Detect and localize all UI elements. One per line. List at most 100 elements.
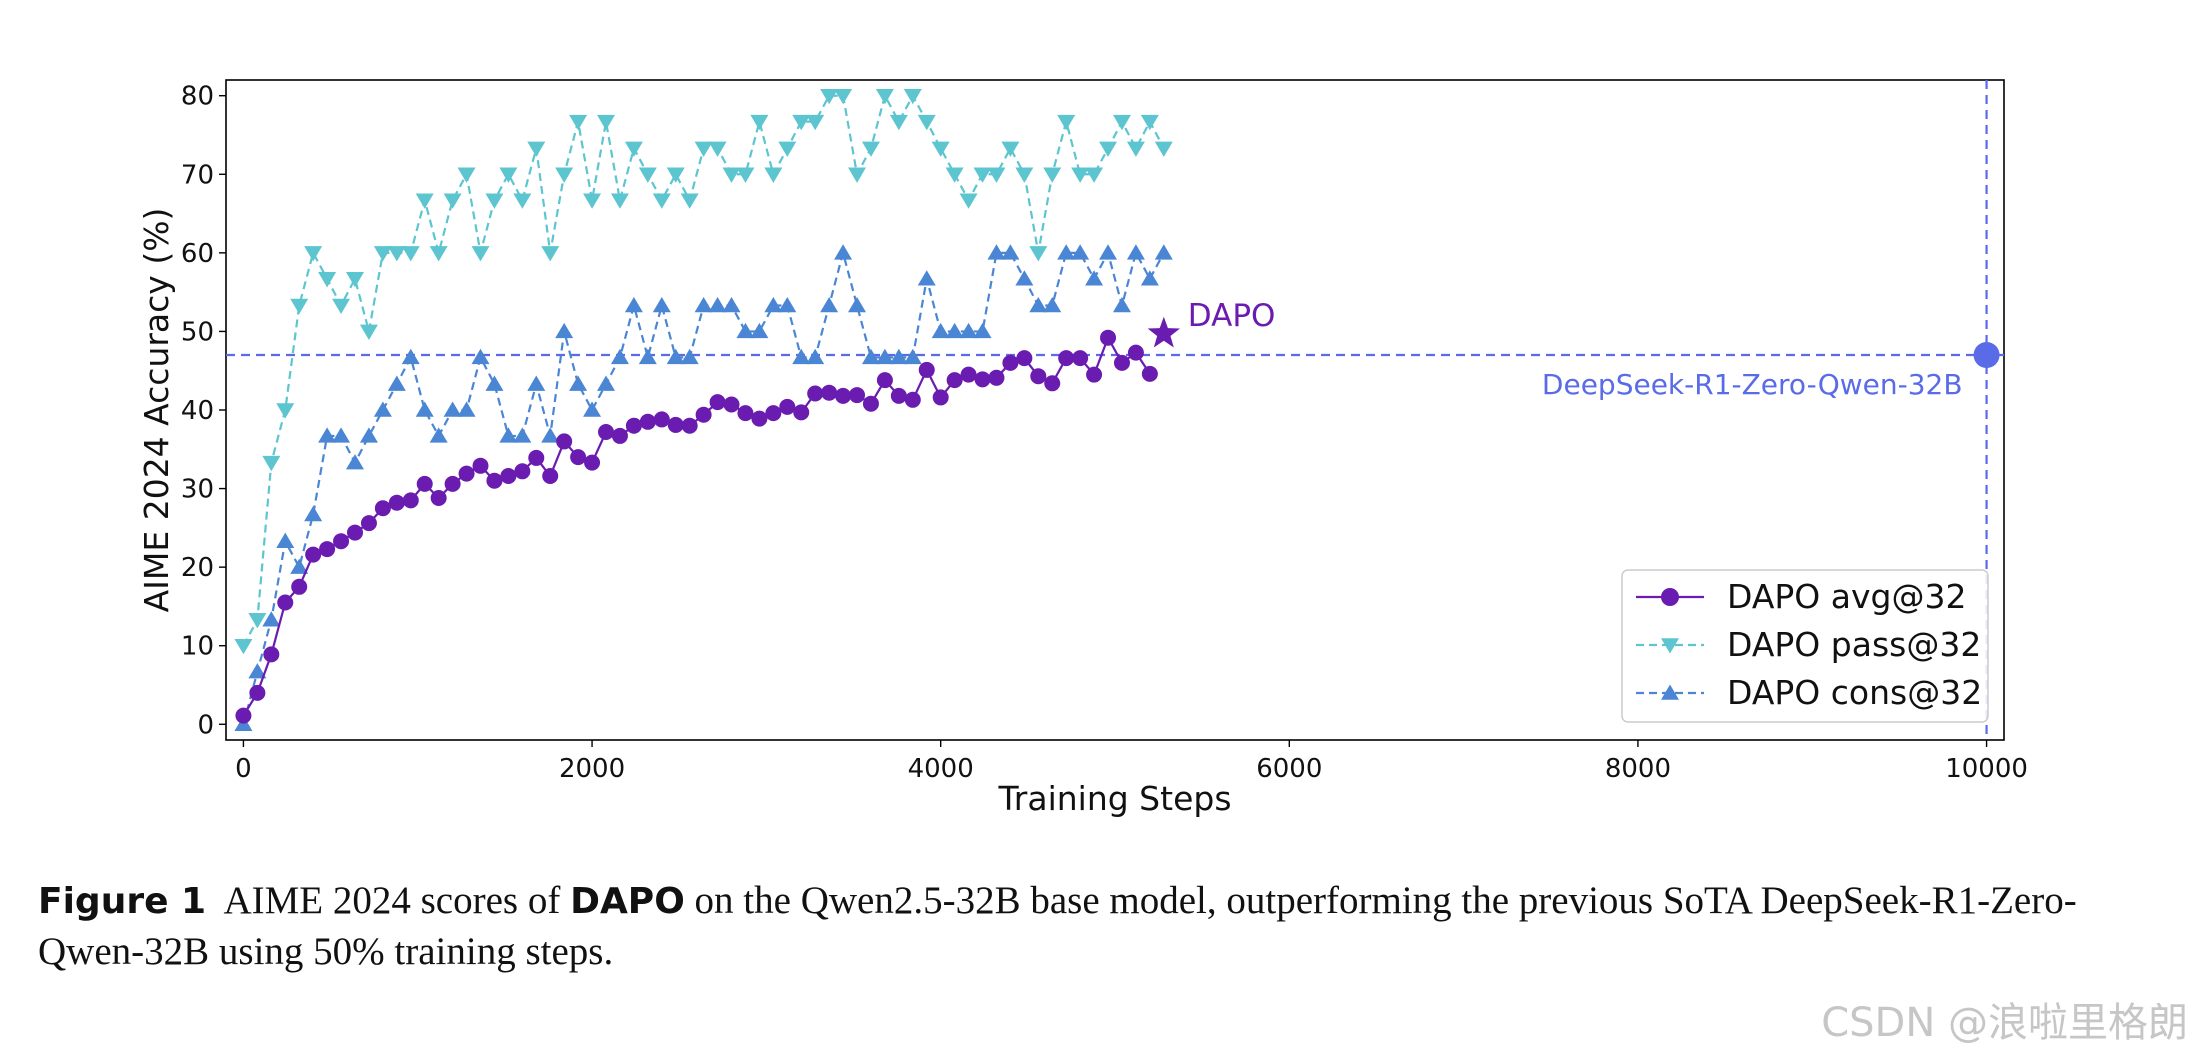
data-point xyxy=(848,167,867,183)
data-point xyxy=(262,455,281,472)
data-point xyxy=(807,385,824,402)
data-point xyxy=(458,465,475,482)
data-point xyxy=(388,494,405,511)
data-point xyxy=(1001,141,1020,157)
data-point xyxy=(1071,167,1090,183)
data-point xyxy=(1085,167,1104,183)
data-point xyxy=(471,348,490,365)
data-point xyxy=(485,375,504,391)
data-point xyxy=(652,193,671,209)
data-point xyxy=(444,475,461,492)
data-point xyxy=(1100,329,1117,346)
caption-text-after: on the Qwen2.5-32B base model, outperfor… xyxy=(38,879,2077,973)
data-point xyxy=(722,167,741,183)
data-point xyxy=(263,646,280,663)
y-tick-label: 50 xyxy=(181,317,214,347)
data-point xyxy=(889,348,908,365)
data-point xyxy=(499,427,518,443)
x-tick-label: 2000 xyxy=(559,754,625,784)
data-point xyxy=(556,433,573,450)
data-point xyxy=(849,387,866,404)
legend-entry: DAPO pass@32 xyxy=(1636,625,1981,664)
data-point xyxy=(778,141,797,157)
data-point xyxy=(779,398,796,415)
data-point xyxy=(1029,246,1048,262)
data-point xyxy=(694,296,713,313)
data-point xyxy=(610,193,629,209)
x-axis-title: Training Steps xyxy=(997,779,1231,818)
data-point xyxy=(570,449,587,466)
data-point xyxy=(750,114,769,131)
y-tick-label: 0 xyxy=(197,710,214,740)
figure-caption: Figure 1 AIME 2024 scores of DAPO on the… xyxy=(38,876,2168,977)
data-point xyxy=(890,387,907,404)
data-point xyxy=(765,405,782,422)
data-point xyxy=(513,193,532,209)
data-point xyxy=(876,372,893,389)
data-point xyxy=(1001,244,1020,260)
data-point xyxy=(1058,350,1075,367)
data-point xyxy=(931,322,950,339)
data-point xyxy=(987,167,1006,183)
data-point xyxy=(1140,270,1159,286)
data-point xyxy=(569,375,588,391)
data-point xyxy=(946,372,963,389)
data-point xyxy=(638,348,657,365)
data-point xyxy=(485,193,504,209)
data-point xyxy=(415,193,434,209)
data-point xyxy=(861,348,880,365)
data-point xyxy=(793,404,810,421)
figure-label: Figure 1 xyxy=(38,881,207,922)
highlight-star xyxy=(1147,316,1180,348)
data-point xyxy=(457,401,476,417)
data-point xyxy=(234,638,253,655)
data-point xyxy=(764,296,783,313)
data-point xyxy=(653,411,670,428)
data-point xyxy=(932,389,949,406)
data-point xyxy=(792,348,811,365)
data-point xyxy=(402,492,419,509)
data-point xyxy=(542,468,559,484)
data-point xyxy=(820,296,839,313)
data-point xyxy=(751,410,768,427)
data-point xyxy=(541,246,560,262)
data-point xyxy=(262,611,281,627)
data-point xyxy=(1044,375,1061,392)
data-point xyxy=(471,246,490,262)
data-point xyxy=(917,270,936,286)
data-point xyxy=(666,167,685,183)
series-dapo-avg-32 xyxy=(235,329,1158,724)
data-point xyxy=(304,505,323,522)
data-point xyxy=(988,369,1005,386)
data-point xyxy=(987,244,1006,260)
data-point xyxy=(973,167,992,183)
data-point xyxy=(443,193,462,209)
data-point xyxy=(666,348,685,365)
data-point xyxy=(694,141,713,157)
data-point xyxy=(443,401,462,417)
data-point xyxy=(918,361,935,378)
data-point xyxy=(486,472,503,489)
data-point xyxy=(945,322,964,339)
data-point xyxy=(401,246,420,262)
data-point xyxy=(248,663,267,679)
data-point xyxy=(709,394,726,411)
data-point xyxy=(277,594,294,611)
x-tick-label: 6000 xyxy=(1256,754,1322,784)
data-point xyxy=(387,375,406,391)
reference-point xyxy=(1973,342,2000,368)
data-point xyxy=(1002,354,1019,371)
x-tick-label: 0 xyxy=(235,754,252,784)
data-point xyxy=(346,524,363,541)
data-point xyxy=(974,371,991,388)
data-point xyxy=(472,457,489,474)
data-point xyxy=(973,322,992,339)
y-tick-label: 40 xyxy=(181,396,214,426)
data-point xyxy=(276,403,295,419)
data-point xyxy=(835,387,852,404)
data-point xyxy=(862,395,879,412)
data-point xyxy=(792,114,811,131)
data-point xyxy=(708,296,727,313)
data-point xyxy=(304,246,323,262)
data-point xyxy=(500,468,517,484)
